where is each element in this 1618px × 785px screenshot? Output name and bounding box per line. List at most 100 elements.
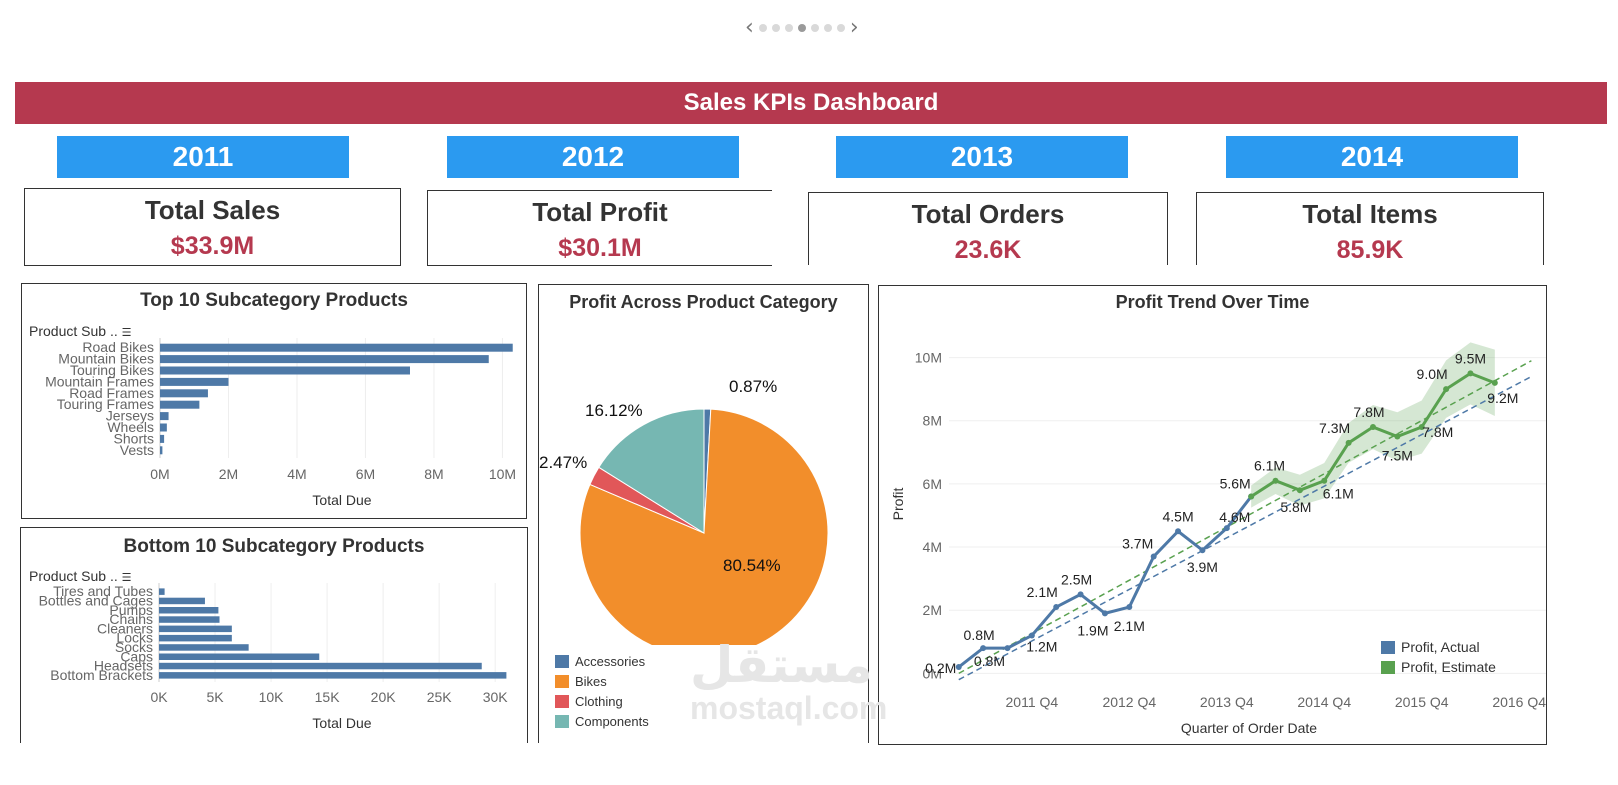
data-point: [1126, 604, 1133, 611]
x-tick-label: 10K: [259, 689, 285, 705]
pager-dot[interactable]: [784, 24, 793, 32]
kpi-value: $33.9M: [170, 232, 255, 260]
x-tick-label: 2015 Q4: [1395, 694, 1449, 710]
year-button-2012[interactable]: 2012: [447, 136, 739, 178]
data-point: [1053, 604, 1060, 611]
data-label: 7.8M: [1353, 404, 1384, 420]
data-point: [1467, 370, 1474, 377]
chevron-right-icon[interactable]: ›: [849, 15, 859, 40]
kpi-total-profit: Total Profit $30.1M: [427, 190, 772, 266]
legend-item-bikes[interactable]: Bikes: [555, 671, 649, 691]
legend-item-actual[interactable]: Profit, Actual: [1381, 637, 1496, 657]
top10-title: Top 10 Subcategory Products: [140, 290, 408, 311]
sort-icon[interactable]: ☰: [121, 327, 132, 339]
data-point: [1418, 424, 1425, 431]
category-label: Road Bikes: [82, 339, 154, 355]
data-point: [1394, 433, 1401, 440]
legend-label: Profit, Actual: [1401, 639, 1480, 655]
top10-field-label: Product Sub .. ☰: [29, 323, 131, 339]
kpi-label: Total Profit: [532, 197, 668, 227]
pager-dot[interactable]: [758, 24, 767, 32]
legend-swatch: [555, 694, 569, 708]
x-tick-label: 8M: [424, 466, 443, 482]
data-label: 1.9M: [1077, 622, 1108, 638]
legend-item-clothing[interactable]: Clothing: [555, 691, 649, 711]
category-label: Vests: [120, 442, 154, 458]
data-label: 3.9M: [1187, 559, 1218, 575]
bottom10-chart: 0K 5K 10K 15K 20K 25K 30K Tires and TubesBottle…: [39, 583, 509, 705]
trend-legend: Profit, Actual Profit, Estimate: [1381, 637, 1496, 677]
legend-item-estimate[interactable]: Profit, Estimate: [1381, 657, 1496, 677]
data-label: 9.2M: [1487, 390, 1518, 406]
bar: [160, 434, 165, 443]
bar: [160, 377, 229, 386]
data-point: [1491, 379, 1498, 386]
pager-dot[interactable]: [797, 24, 806, 32]
legend-item-components[interactable]: Components: [555, 711, 649, 731]
data-label: 0.8M: [964, 627, 995, 643]
series-line: [957, 495, 1253, 669]
category-label: Chains: [109, 611, 153, 627]
bar: [160, 423, 167, 432]
kpi-value: 23.6K: [954, 236, 1022, 264]
year-button-2013[interactable]: 2013: [836, 136, 1128, 178]
trend-line: [958, 375, 1532, 681]
data-label: 4.6M: [1219, 509, 1250, 525]
bar: [160, 343, 513, 352]
data-point: [1248, 493, 1255, 500]
data-label: 0.2M: [925, 660, 956, 676]
x-tick-label: 30K: [483, 689, 509, 705]
year-button-2014[interactable]: 2014: [1226, 136, 1518, 178]
pager-dot[interactable]: [771, 24, 780, 32]
data-label: 2.5M: [1061, 571, 1092, 587]
bar: [159, 616, 220, 623]
year-button-2011[interactable]: 2011: [57, 136, 349, 178]
y-tick-label: 4M: [923, 539, 942, 555]
trend-title: Profit Trend Over Time: [1115, 292, 1310, 312]
pie-slice: [598, 408, 705, 534]
x-tick-label: 2016 Q4: [1492, 694, 1546, 710]
bottom10-field-label: Product Sub .. ☰: [29, 568, 131, 584]
y-tick-label: 8M: [923, 413, 942, 429]
kpi-value: $30.1M: [558, 234, 642, 262]
category-label: Mountain Frames: [45, 373, 154, 389]
data-point: [1175, 528, 1182, 535]
bar: [160, 400, 200, 409]
bar: [159, 588, 165, 595]
pie-value-label: 16.12%: [585, 401, 643, 420]
category-label: Socks: [115, 639, 153, 655]
pie-slice: [579, 408, 829, 645]
x-tick-label: 10M: [489, 466, 516, 482]
data-point: [1443, 386, 1450, 393]
bottom10-field-text: Product Sub ..: [29, 568, 118, 584]
legend-swatch: [1381, 660, 1395, 674]
pager-dot[interactable]: [836, 24, 845, 32]
pager-dot[interactable]: [810, 24, 819, 32]
category-label: Road Frames: [69, 385, 154, 401]
chevron-left-icon[interactable]: ‹: [745, 15, 754, 40]
data-label: 9.5M: [1455, 350, 1486, 366]
bar: [159, 662, 482, 670]
legend-item-accessories[interactable]: Accessories: [555, 651, 649, 671]
data-point: [1101, 610, 1108, 617]
category-label: Locks: [116, 630, 153, 646]
data-label: 9.0M: [1417, 366, 1448, 382]
category-label: Wheels: [107, 419, 154, 435]
legend-swatch: [555, 714, 569, 728]
category-label: Bottom Brackets: [50, 667, 153, 683]
data-label: 2.1M: [1027, 584, 1058, 600]
bar: [160, 355, 489, 364]
data-point: [1369, 424, 1376, 431]
x-tick-label: 2011 Q4: [1006, 694, 1059, 710]
trend-panel: Profit Trend Over Time 0M 2M 4M 6M 8M 10M 2011…: [878, 285, 1547, 745]
sort-icon[interactable]: ☰: [121, 572, 132, 584]
kpi-value: 85.9K: [1336, 236, 1404, 264]
x-tick-label: 2014 Q4: [1297, 694, 1351, 710]
bar: [160, 366, 410, 375]
pie-chart: 0.87% 80.54% 2.47% 16.12%: [539, 377, 829, 645]
pager-dot[interactable]: [823, 24, 832, 32]
category-label: Shorts: [114, 430, 154, 446]
bar: [160, 389, 208, 398]
category-label: Mountain Bikes: [58, 351, 154, 367]
data-label: 2.1M: [1114, 618, 1145, 634]
